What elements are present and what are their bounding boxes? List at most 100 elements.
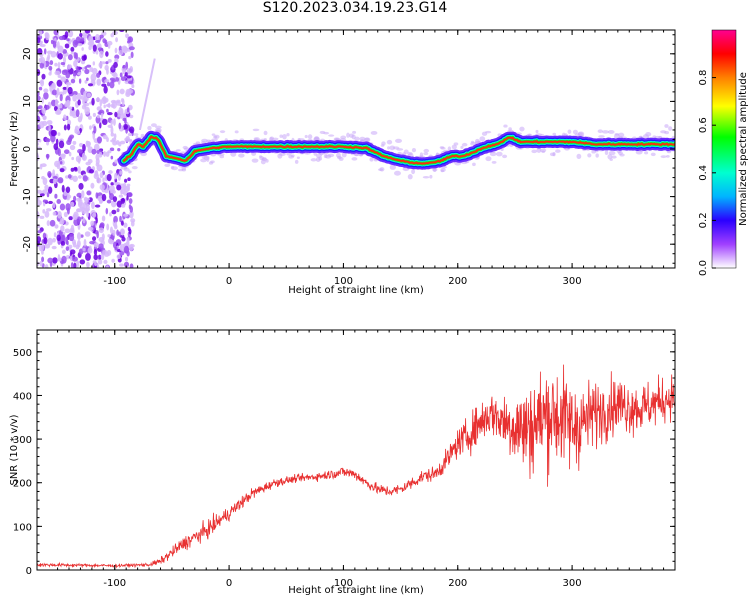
noise-speck (114, 111, 118, 118)
noise-speck (37, 95, 41, 101)
noise-speck (40, 43, 46, 48)
noise-speck (87, 115, 92, 120)
noise-speck (124, 178, 128, 183)
halo-speck (123, 166, 128, 170)
noise-speck (98, 151, 103, 158)
halo-speck (328, 134, 335, 137)
noise-speck (59, 103, 63, 109)
y-tick-label: 200 (13, 479, 32, 490)
halo-speck (535, 129, 539, 134)
noise-speck (127, 177, 131, 182)
halo-speck (451, 144, 457, 150)
halo-speck (485, 156, 492, 162)
noise-speck (97, 254, 102, 260)
noise-speck (61, 249, 66, 255)
halo-speck (278, 152, 286, 157)
noise-speck (58, 35, 65, 41)
noise-speck (67, 106, 73, 110)
noise-speck (72, 256, 78, 262)
noise-speck (86, 210, 89, 218)
noise-speck (37, 210, 40, 219)
noise-speck (70, 167, 75, 172)
halo-speck (290, 154, 295, 158)
spectrogram-image (37, 30, 675, 268)
halo-speck (618, 132, 625, 138)
noise-speck (99, 184, 105, 191)
noise-speck (39, 260, 43, 267)
noise-speck (40, 163, 47, 168)
noise-speck (101, 193, 107, 202)
noise-speck (37, 142, 40, 146)
noise-speck (116, 254, 121, 260)
noise-speck (88, 35, 94, 44)
x-tick-label: -100 (103, 578, 126, 589)
noise-speck (92, 112, 96, 118)
noise-speck (115, 37, 119, 43)
noise-speck (82, 217, 86, 224)
noise-speck (91, 148, 97, 155)
halo-speck (318, 156, 323, 161)
noise-speck (95, 50, 99, 55)
noise-speck (116, 200, 123, 208)
noise-speck (58, 91, 65, 96)
halo-speck (650, 152, 656, 157)
halo-speck (645, 131, 652, 137)
noise-speck (46, 50, 53, 55)
noise-speck (103, 85, 108, 94)
colorbar-tick-label: 0.2 (698, 212, 709, 228)
noise-speck (124, 256, 129, 262)
noise-speck (69, 144, 76, 151)
halo-speck (496, 151, 503, 157)
noise-speck (99, 50, 104, 59)
snr-x-label: Height of straight line (km) (288, 585, 424, 596)
noise-speck (86, 77, 89, 81)
noise-speck (102, 177, 105, 183)
noise-speck (43, 88, 49, 93)
halo-speck (407, 174, 413, 180)
noise-speck (95, 158, 100, 165)
halo-speck (519, 126, 525, 132)
noise-speck (92, 44, 97, 52)
x-tick-label: 100 (334, 578, 353, 589)
noise-speck (107, 124, 113, 129)
noise-speck (98, 227, 104, 234)
noise-speck (128, 55, 132, 60)
halo-speck (567, 129, 572, 134)
noise-speck (54, 193, 58, 199)
halo-speck (423, 152, 429, 156)
halo-speck (220, 153, 225, 156)
noise-speck (68, 136, 73, 141)
noise-speck (56, 79, 63, 87)
halo-speck (576, 153, 582, 159)
snr-y-label: SNR (10 * v/v) (9, 414, 20, 485)
halo-speck (170, 165, 175, 169)
noise-speck (126, 75, 132, 79)
noise-speck (59, 217, 65, 225)
noise-speck (65, 71, 71, 79)
halo-speck (261, 157, 267, 160)
halo-speck (572, 129, 578, 135)
halo-speck (595, 153, 599, 158)
halo-speck (389, 164, 396, 170)
halo-speck (260, 159, 266, 165)
halo-speck (479, 136, 486, 142)
halo-speck (252, 128, 260, 132)
noise-speck (127, 185, 131, 192)
noise-speck (37, 37, 41, 44)
noise-speck (83, 238, 87, 247)
noise-speck (60, 61, 66, 66)
halo-speck (310, 158, 317, 162)
halo-speck (536, 147, 542, 153)
halo-speck (403, 149, 409, 154)
halo-speck (155, 125, 162, 129)
noise-speck (90, 220, 95, 226)
noise-speck (101, 215, 106, 222)
noise-speck (120, 203, 126, 208)
noise-speck (97, 47, 104, 51)
noise-speck (48, 65, 53, 71)
noise-speck (50, 134, 56, 143)
noise-speck (108, 170, 113, 174)
noise-speck (63, 55, 67, 64)
noise-speck (78, 201, 83, 206)
noise-speck (41, 107, 46, 115)
